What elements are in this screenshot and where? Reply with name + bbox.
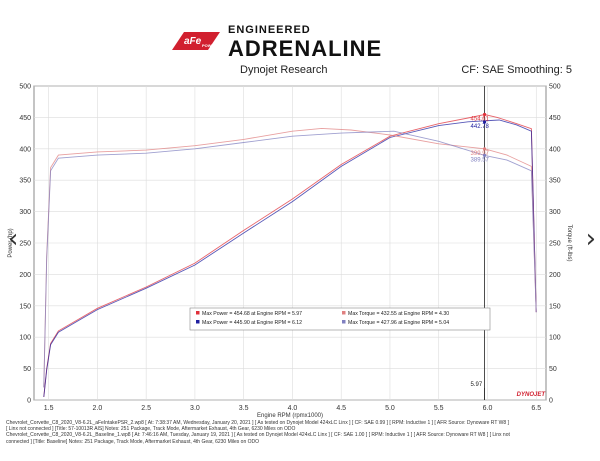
x-tick-label: 1.5	[44, 405, 54, 412]
y-axis-label-left: Power (hp)	[8, 228, 14, 257]
correction-factor: CF: SAE Smoothing: 5	[461, 64, 572, 76]
annotation-label: 399.97	[471, 151, 490, 157]
x-axis-label: Engine RPM (rpmx1000)	[257, 413, 323, 419]
x-tick-label: 2.0	[93, 405, 103, 412]
y-tick-label-left: 450	[19, 115, 31, 122]
y-tick-label-left: 350	[19, 178, 31, 185]
series-line	[43, 114, 537, 397]
y-tick-label-left: 50	[23, 366, 31, 373]
legend-box	[189, 307, 491, 331]
afe-badge-text: aFe	[184, 36, 202, 47]
x-tick-label: 6.5	[531, 405, 541, 412]
logo-tagline: ENGINEERED	[228, 24, 311, 36]
y-tick-label-right: 500	[549, 84, 561, 91]
series-layer	[43, 114, 537, 397]
y-tick-label-right: 200	[549, 272, 561, 279]
x-tick-label: 6.0	[483, 405, 493, 412]
x-tick-label: 3.0	[190, 405, 200, 412]
legend-swatch	[196, 311, 200, 315]
run-notes: Chevrolet_Corvette_C8_2020_V8-6.2L_aFeIn…	[6, 420, 586, 445]
y-tick-label-right: 50	[549, 366, 557, 373]
afe-power-logo: aFe POWER	[172, 32, 220, 50]
x-tick-label: 5.0	[385, 405, 395, 412]
x-tick-label: 4.0	[288, 405, 298, 412]
run-note-line: [ Linx not connected ] [Title: 57-10013R…	[6, 426, 296, 433]
series-line	[43, 130, 537, 388]
run-note-line: Chevrolet_Corvette_C8_2020_V8-6.2L_Basel…	[6, 432, 510, 439]
annotation-label: 442.78	[471, 124, 490, 130]
annotation-marker	[482, 147, 487, 151]
y-tick-label-right: 300	[549, 209, 561, 216]
x-tick-label: 5.5	[434, 405, 444, 412]
y-tick-label-left: 300	[19, 209, 31, 216]
cursor-value-label: 5.97	[471, 382, 483, 388]
legend-swatch	[196, 320, 200, 324]
chevron-left-icon[interactable]: ‹	[8, 224, 19, 254]
annotation-marker	[482, 120, 487, 124]
run-note-line: connected ] [Title: Baseline] Notes: 251…	[6, 438, 259, 445]
legend-swatch	[342, 320, 346, 324]
series-line	[43, 127, 537, 388]
annotation-label: 454.61	[471, 117, 490, 123]
legend-entry: Max Torque = 432.55 at Engine RPM = 4.30	[348, 311, 449, 317]
y-tick-label-left: 250	[19, 241, 31, 248]
y-tick-label-right: 100	[549, 335, 561, 342]
annotation-marker	[482, 112, 487, 117]
dynojet-wordmark: DYNOJET	[517, 392, 547, 398]
logo-wordmark: ADRENALINE	[228, 36, 383, 61]
annotation-label: 389.57	[471, 157, 490, 163]
grid-layer	[33, 85, 547, 401]
legend-layer: Max Power = 454.68 at Engine RPM = 5.97 M…	[189, 307, 491, 331]
series-line	[43, 119, 537, 397]
chevron-right-icon[interactable]: ›	[585, 224, 596, 254]
y-tick-label-left: 200	[19, 272, 31, 279]
dyno-vendor: Dynojet Research	[240, 64, 328, 76]
y-axis-label-right: Torque (ft-lbs)	[566, 224, 572, 261]
legend-entry: Max Torque = 427.96 at Engine RPM = 5.04	[348, 320, 449, 326]
x-tick-label: 3.5	[239, 405, 249, 412]
y-tick-label-left: 100	[19, 335, 31, 342]
legend-entry: Max Power = 445.90 at Engine RPM = 6.12	[202, 320, 302, 326]
legend-swatch	[342, 311, 346, 315]
brand-logo: aFe POWER ENGINEERED ADRENALINE	[168, 10, 438, 66]
x-tick-label: 2.5	[141, 405, 151, 412]
legend-entry: Max Power = 454.68 at Engine RPM = 5.97	[202, 311, 302, 317]
y-tick-label-left: 400	[19, 146, 31, 153]
y-tick-label-left: 0	[27, 398, 31, 405]
y-tick-label-right: 400	[549, 146, 561, 153]
y-tick-label-right: 150	[549, 303, 561, 310]
run-note-line: Chevrolet_Corvette_C8_2020_V8-6.2L_aFeIn…	[6, 420, 509, 426]
y-tick-label-right: 450	[549, 115, 561, 122]
y-tick-label-right: 0	[549, 398, 553, 405]
dyno-chart: 1.5 2.0 2.5 3.0 3.5 4.0 4.5 5.0 5.5 6.0 6.5 0 0 50 50 1…	[8, 84, 572, 420]
annotation-marker	[482, 153, 487, 157]
afe-badge-subtext: POWER	[202, 43, 217, 48]
y-tick-label-left: 150	[19, 303, 31, 310]
y-tick-label-right: 250	[549, 241, 561, 248]
y-tick-label-left: 500	[19, 84, 31, 91]
x-tick-label: 4.5	[336, 405, 346, 412]
y-tick-label-right: 350	[549, 178, 561, 185]
axis-layer: 1.5 2.0 2.5 3.0 3.5 4.0 4.5 5.0 5.5 6.0 6.5 0 0 50 50 1…	[8, 84, 572, 420]
